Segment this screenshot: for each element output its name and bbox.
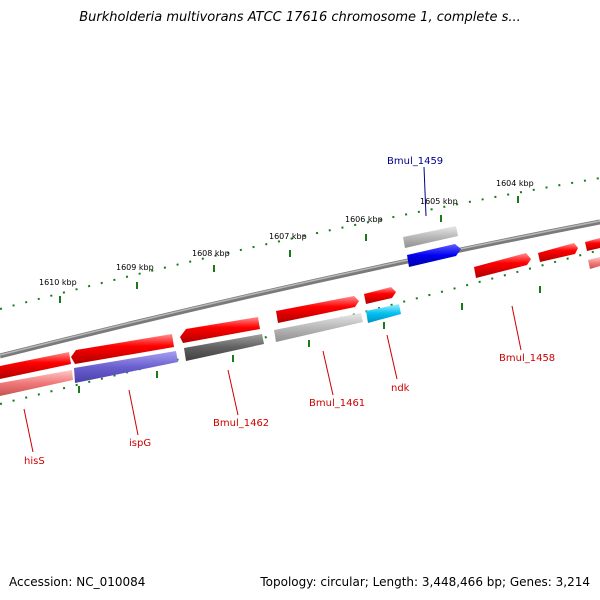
chromosome-backbone [0, 219, 600, 359]
gene-label: Bmul_1461 [309, 398, 365, 409]
label-leaders [23, 166, 522, 453]
outer-tick-track [0, 177, 600, 310]
tick-label: 1604 kbp [496, 179, 534, 188]
gene-arrow [474, 253, 531, 278]
gene-arrow [71, 334, 174, 364]
gene-arrow [364, 287, 396, 304]
gene-arrow [585, 238, 600, 251]
gene-arrow [366, 304, 401, 323]
tick-label: 1610 kbp [39, 278, 77, 287]
gene-arrow [184, 334, 264, 361]
gene-label: ndk [391, 383, 410, 394]
major-ticks [59, 196, 541, 393]
accession-text: Accession: NC_010084 [9, 575, 146, 589]
gene-features [0, 226, 600, 396]
map-title: Burkholderia multivorans ATCC 17616 chro… [79, 10, 521, 25]
tick-label: 1605 kbp [420, 197, 458, 206]
gene-label: Bmul_1462 [213, 418, 269, 429]
gene-arrow [74, 351, 178, 383]
gene-arrow [0, 352, 71, 379]
tick-label: 1606 kbp [345, 215, 383, 224]
gene-label: Bmul_1459 [387, 156, 443, 167]
gene-arrow [403, 226, 458, 248]
gene-label: hisS [24, 456, 45, 467]
tick-label: 1609 kbp [116, 263, 154, 272]
tick-label: 1607 kbp [269, 232, 307, 241]
gene-arrow [588, 257, 600, 269]
gene-arrow [538, 243, 578, 262]
gene-arrow [274, 313, 363, 342]
gene-arrow [407, 244, 461, 267]
gene-arrow [276, 296, 359, 323]
tick-label: 1608 kbp [192, 249, 230, 258]
gene-arrow [0, 370, 73, 396]
gene-arrow [180, 317, 260, 343]
gene-label: Bmul_1458 [499, 353, 555, 364]
gene-label: ispG [129, 438, 151, 449]
topology-text: Topology: circular; Length: 3,448,466 bp… [260, 575, 590, 589]
